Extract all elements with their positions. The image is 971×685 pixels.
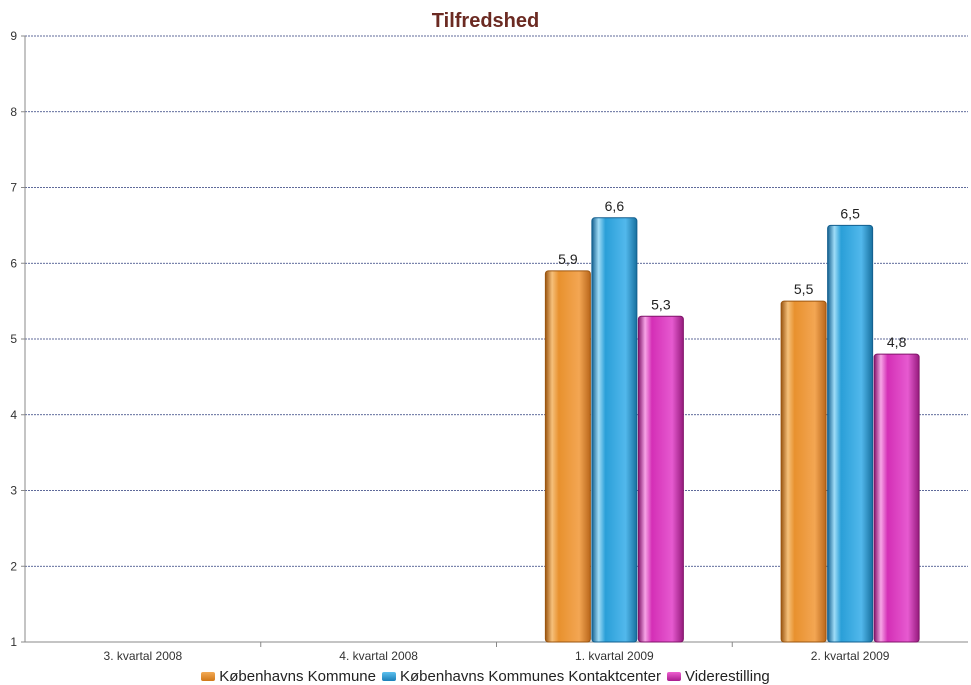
- x-tick-label: 1. kvartal 2009: [575, 649, 654, 663]
- y-tick-label: 8: [10, 105, 17, 119]
- legend-swatch: [666, 671, 681, 681]
- bar: [544, 270, 591, 643]
- y-tick-label: 7: [10, 181, 17, 195]
- y-tick-label: 5: [10, 332, 17, 346]
- x-tick-label: 4. kvartal 2008: [339, 649, 418, 663]
- data-label: 4,8: [887, 334, 907, 350]
- bar: [637, 315, 684, 643]
- y-tick-label: 1: [10, 635, 17, 649]
- legend-label: Københavns Kommune: [219, 667, 376, 685]
- bar: [780, 300, 827, 643]
- data-label: 6,5: [840, 205, 860, 221]
- y-tick-label: 2: [10, 559, 17, 573]
- data-label: 5,9: [558, 251, 578, 267]
- legend-swatch: [382, 671, 396, 681]
- legend-item: Københavns Kommune: [201, 668, 376, 685]
- legend-label: Københavns Kommunes Kontaktcenter: [400, 667, 661, 685]
- data-label: 5,5: [794, 281, 814, 297]
- y-tick-label: 9: [10, 29, 17, 43]
- bar: [873, 353, 920, 643]
- data-label: 5,3: [651, 296, 671, 312]
- x-tick-label: 3. kvartal 2008: [104, 649, 183, 663]
- bar: [827, 224, 874, 643]
- data-label: 6,6: [605, 198, 625, 214]
- y-tick-label: 4: [10, 408, 17, 422]
- y-tick-label: 6: [10, 256, 17, 270]
- bar: [591, 217, 638, 643]
- x-tick-label: 2. kvartal 2009: [811, 649, 890, 663]
- legend-item: Viderestilling: [666, 667, 770, 685]
- legend-swatch: [201, 671, 216, 681]
- legend-item: Københavns Kommunes Kontaktcenter: [382, 668, 661, 685]
- chart-title: Tilfredshed: [431, 10, 540, 32]
- legend-label: Viderestilling: [684, 667, 770, 685]
- y-tick-label: 3: [10, 484, 17, 498]
- legend: Københavns Kommune Københavns Kommunes K…: [0, 667, 971, 685]
